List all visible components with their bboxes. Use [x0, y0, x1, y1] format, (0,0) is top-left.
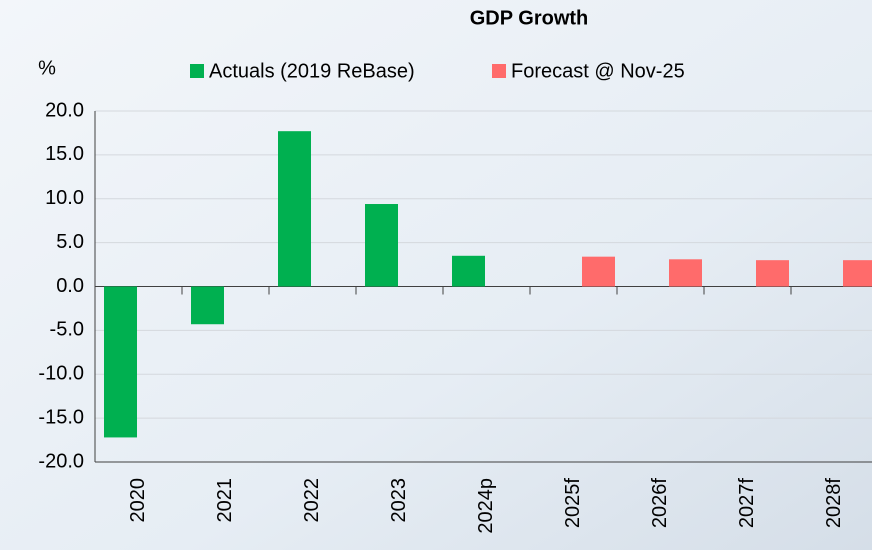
x-tick-label: 2025f	[562, 478, 584, 528]
x-tick-label: 2023	[388, 478, 410, 523]
y-tick-label: 0.0	[56, 275, 84, 297]
bar	[669, 259, 702, 286]
legend-swatch	[492, 64, 506, 78]
x-tick-label: 2028f	[823, 478, 845, 528]
legend-swatch	[190, 64, 204, 78]
bar	[756, 260, 789, 286]
y-tick-label: 10.0	[45, 187, 84, 209]
chart: GDP Growth % -20.0 -15.0 -10.0 -5.0 0.0 5.0 10…	[0, 0, 872, 550]
bar	[278, 131, 311, 286]
y-tick-label: -15.0	[38, 406, 84, 428]
y-tick-label: 15.0	[45, 143, 84, 165]
chart-title: GDP Growth	[470, 7, 589, 29]
x-tick-label: 2022	[301, 478, 323, 523]
y-tick-label: -5.0	[50, 319, 84, 341]
y-tick-label: -20.0	[38, 450, 84, 472]
x-tick-label: 2026f	[649, 478, 671, 528]
background	[0, 0, 872, 550]
y-axis-label: %	[38, 57, 56, 79]
bar	[452, 256, 485, 287]
bar	[843, 260, 872, 286]
bar	[104, 287, 137, 438]
x-tick-label: 2027f	[736, 478, 758, 528]
y-tick-label: -10.0	[38, 363, 84, 385]
x-tick-label: 2021	[214, 478, 236, 523]
y-tick-label: 20.0	[45, 99, 84, 121]
y-tick-label: 5.0	[56, 231, 84, 253]
bar	[191, 287, 224, 325]
x-tick-label: 2020	[127, 478, 149, 523]
bar	[582, 257, 615, 287]
legend-label: Actuals (2019 ReBase)	[209, 60, 415, 82]
x-tick-label: 2024p	[475, 478, 497, 534]
legend-label: Forecast @ Nov-25	[511, 60, 685, 82]
bar	[365, 204, 398, 286]
page: GDP Growth % -20.0 -15.0 -10.0 -5.0 0.0 5.0 10…	[0, 0, 872, 550]
